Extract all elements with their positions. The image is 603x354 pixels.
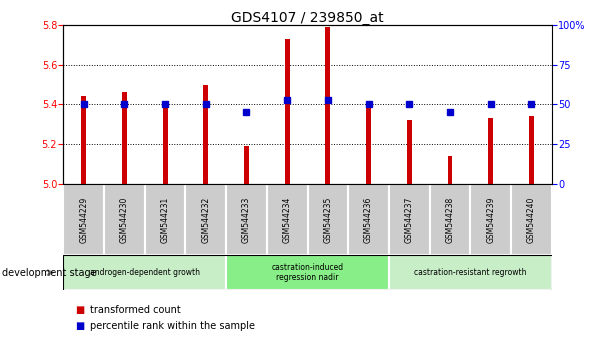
Bar bbox=[470, 184, 511, 255]
Text: GSM544229: GSM544229 bbox=[79, 196, 88, 242]
Bar bbox=[226, 255, 389, 290]
Bar bbox=[267, 184, 308, 255]
Bar bbox=[226, 184, 267, 255]
Bar bbox=[429, 184, 470, 255]
Text: GSM544240: GSM544240 bbox=[527, 196, 536, 243]
Bar bbox=[366, 104, 371, 184]
Bar bbox=[349, 184, 389, 255]
Text: GSM544238: GSM544238 bbox=[446, 196, 455, 242]
Text: GSM544237: GSM544237 bbox=[405, 196, 414, 243]
Bar bbox=[81, 97, 86, 184]
Text: GSM544239: GSM544239 bbox=[486, 196, 495, 243]
Bar bbox=[63, 184, 104, 255]
Text: castration-resistant regrowth: castration-resistant regrowth bbox=[414, 268, 526, 277]
Text: GSM544230: GSM544230 bbox=[120, 196, 129, 243]
Bar bbox=[244, 146, 249, 184]
Text: development stage: development stage bbox=[2, 268, 96, 278]
Text: ■: ■ bbox=[75, 305, 84, 315]
Bar bbox=[326, 27, 330, 184]
Text: percentile rank within the sample: percentile rank within the sample bbox=[90, 321, 256, 331]
Text: GDS4107 / 239850_at: GDS4107 / 239850_at bbox=[231, 11, 384, 25]
Text: ■: ■ bbox=[75, 321, 84, 331]
Bar bbox=[308, 184, 348, 255]
Bar bbox=[488, 118, 493, 184]
Bar bbox=[529, 116, 534, 184]
Text: GSM544233: GSM544233 bbox=[242, 196, 251, 243]
Text: GSM544234: GSM544234 bbox=[283, 196, 292, 243]
Bar bbox=[104, 184, 145, 255]
Bar bbox=[122, 92, 127, 184]
Text: transformed count: transformed count bbox=[90, 305, 181, 315]
Bar bbox=[285, 39, 289, 184]
Text: GSM544232: GSM544232 bbox=[201, 196, 210, 242]
Bar bbox=[163, 102, 168, 184]
Bar bbox=[511, 184, 552, 255]
Bar bbox=[407, 120, 412, 184]
Bar bbox=[447, 156, 452, 184]
Bar bbox=[389, 255, 552, 290]
Text: GSM544231: GSM544231 bbox=[160, 196, 169, 242]
Text: GSM544235: GSM544235 bbox=[323, 196, 332, 243]
Bar bbox=[203, 85, 208, 184]
Text: androgen-dependent growth: androgen-dependent growth bbox=[90, 268, 200, 277]
Bar bbox=[145, 184, 186, 255]
Text: GSM544236: GSM544236 bbox=[364, 196, 373, 243]
Bar bbox=[186, 184, 226, 255]
Bar bbox=[63, 255, 226, 290]
Bar bbox=[389, 184, 429, 255]
Text: castration-induced
regression nadir: castration-induced regression nadir bbox=[271, 263, 344, 282]
